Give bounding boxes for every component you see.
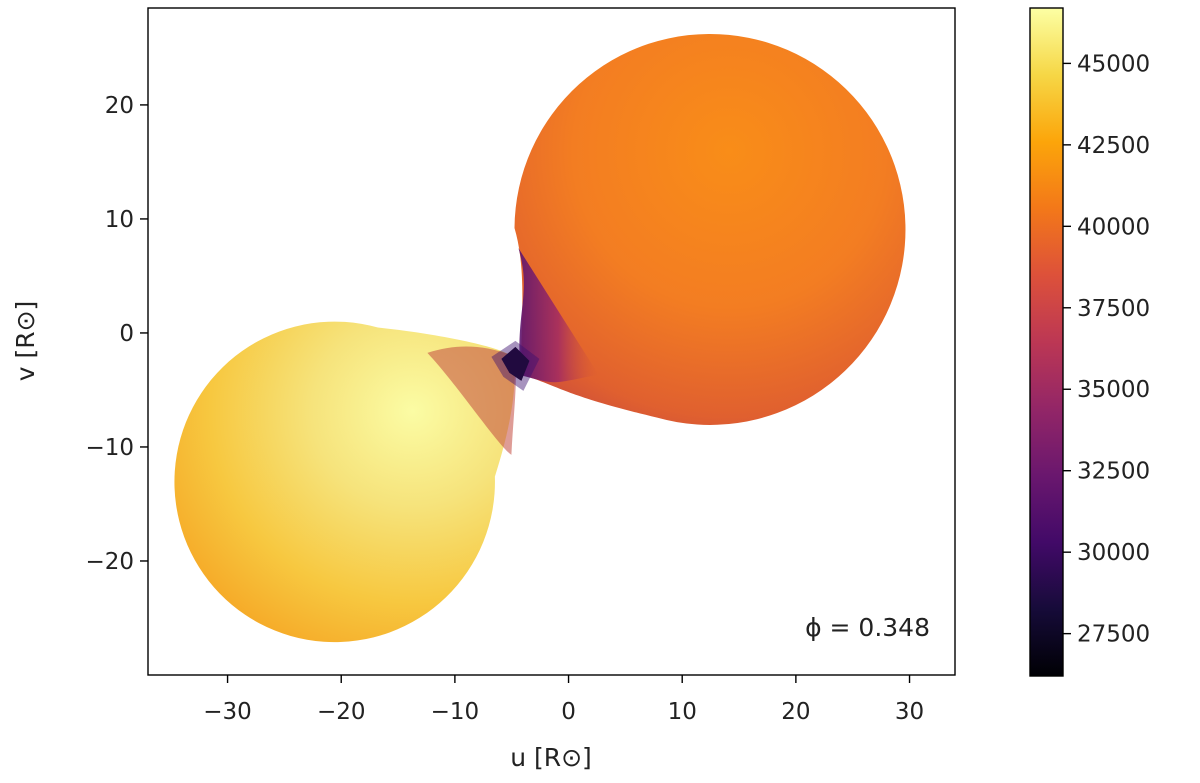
right-star bbox=[514, 33, 906, 425]
right-star-neck-shading bbox=[518, 248, 599, 383]
y-tick-label: −10 bbox=[85, 435, 134, 461]
y-tick-label: 10 bbox=[105, 207, 134, 233]
y-tick-label: −20 bbox=[85, 549, 134, 575]
x-tick-label: 20 bbox=[781, 699, 810, 725]
x-tick-label: 30 bbox=[895, 699, 924, 725]
left-star bbox=[174, 321, 515, 643]
x-tick-label: −10 bbox=[431, 699, 480, 725]
colorbar-tick-label: 35000 bbox=[1077, 377, 1150, 403]
y-tick-label: 0 bbox=[119, 321, 134, 347]
y-axis-ticks: −20 −10 0 10 20 bbox=[85, 93, 148, 575]
colorbar-tick-label: 45000 bbox=[1077, 51, 1150, 77]
colorbar-tick-label: 30000 bbox=[1077, 540, 1150, 566]
colorbar-ticks: 27500 30000 32500 35000 37500 40000 42500 45000 bbox=[1063, 51, 1150, 648]
x-axis-ticks: −30 −20 −10 0 10 20 30 bbox=[203, 675, 924, 725]
x-tick-label: 10 bbox=[668, 699, 697, 725]
x-tick-label: −20 bbox=[317, 699, 366, 725]
colorbar-frame bbox=[1029, 7, 1064, 677]
x-tick-label: −30 bbox=[203, 699, 252, 725]
y-tick-label: 20 bbox=[105, 93, 134, 119]
colorbar-tick-label: 37500 bbox=[1077, 296, 1150, 322]
binary-star-surface bbox=[174, 33, 906, 643]
y-axis-label: v [R⊙] bbox=[11, 301, 40, 382]
colorbar-tick-label: 32500 bbox=[1077, 459, 1150, 485]
neck bbox=[501, 346, 530, 381]
axes-frame bbox=[147, 7, 956, 676]
neck-halo bbox=[491, 340, 540, 391]
colorbar-tick-label: 40000 bbox=[1077, 214, 1150, 240]
x-axis-label: u [R⊙] bbox=[510, 743, 592, 772]
colorbar-tick-label: 27500 bbox=[1077, 622, 1150, 648]
x-tick-label: 0 bbox=[561, 699, 576, 725]
colorbar-tick-label: 42500 bbox=[1077, 133, 1150, 159]
left-star-neck-shading bbox=[427, 346, 516, 455]
phase-annotation: ϕ = 0.348 bbox=[805, 613, 930, 642]
colorbar bbox=[1030, 8, 1063, 676]
